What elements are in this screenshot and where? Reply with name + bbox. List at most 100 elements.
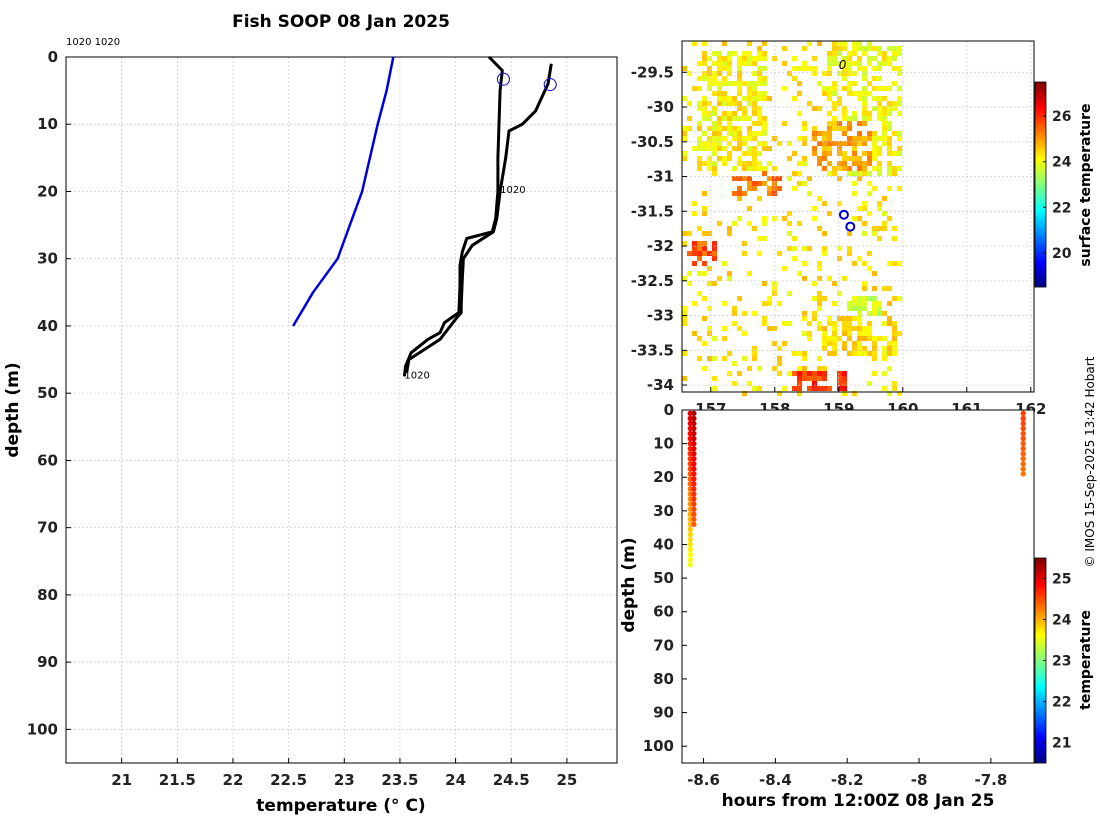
sst-cell bbox=[752, 136, 757, 141]
sst-cell bbox=[837, 386, 842, 391]
sst-cell bbox=[687, 251, 692, 256]
section-cast-2-point bbox=[1020, 430, 1026, 437]
section-colorbar-strip bbox=[1035, 752, 1046, 754]
section-colorbar-strip bbox=[1035, 743, 1046, 745]
section-colorbar-strip bbox=[1035, 588, 1046, 590]
section-y-tick-label: 90 bbox=[653, 704, 674, 722]
map-colorbar-strip bbox=[1035, 228, 1046, 230]
map-colorbar-strip bbox=[1035, 236, 1046, 238]
sst-cell bbox=[832, 321, 837, 326]
sst-cell bbox=[827, 66, 832, 71]
sst-cell bbox=[842, 166, 847, 171]
sst-cell bbox=[862, 336, 867, 341]
map-colorbar-strip bbox=[1035, 165, 1046, 167]
section-colorbar-strip bbox=[1035, 593, 1046, 595]
section-colorbar-strip bbox=[1035, 733, 1046, 735]
sst-cell bbox=[797, 161, 802, 166]
map-colorbar-strip bbox=[1035, 225, 1046, 227]
sst-cell bbox=[757, 161, 762, 166]
sst-cell bbox=[842, 116, 847, 121]
sst-cell bbox=[852, 351, 857, 356]
sst-cell bbox=[887, 301, 892, 306]
section-colorbar-strip bbox=[1035, 629, 1046, 631]
sst-cell bbox=[867, 136, 872, 141]
profile-marker-0 bbox=[496, 72, 510, 86]
map-panel: 157 158 159 160 161 162-29.5-30-30.5-31-31.5-… bbox=[631, 40, 1072, 418]
sst-cell bbox=[752, 86, 757, 91]
sst-cell bbox=[727, 156, 732, 161]
profile-x-label: temperature (° C) bbox=[256, 796, 425, 816]
credit-text: © IMOS 15-Sep-2025 13:42 Hobart bbox=[1083, 356, 1097, 567]
sst-cell bbox=[892, 226, 897, 231]
map-colorbar-strip bbox=[1035, 87, 1046, 89]
map-colorbar-strip bbox=[1035, 257, 1046, 259]
map-colorbar-strip bbox=[1035, 127, 1046, 129]
sst-cell bbox=[712, 246, 717, 251]
sst-cell bbox=[752, 386, 757, 391]
section-colorbar-strip bbox=[1035, 707, 1046, 709]
sst-cell bbox=[822, 336, 827, 341]
section-colorbar-strip bbox=[1035, 636, 1046, 638]
sst-cell bbox=[852, 306, 857, 311]
sst-cell bbox=[757, 81, 762, 86]
sst-cell bbox=[827, 316, 832, 321]
map-colorbar-strip bbox=[1035, 242, 1046, 244]
sst-cell bbox=[862, 91, 867, 96]
map-colorbar-strip bbox=[1035, 142, 1046, 144]
sst-cell bbox=[822, 131, 827, 136]
sst-cell bbox=[872, 296, 877, 301]
sst-cell bbox=[887, 161, 892, 166]
sst-cell bbox=[797, 111, 802, 116]
sst-cell bbox=[857, 121, 862, 126]
sst-cell bbox=[877, 226, 882, 231]
sst-cell bbox=[742, 176, 747, 181]
profile-x-tick-label: 24 bbox=[445, 771, 466, 789]
section-cast-1-point bbox=[691, 516, 697, 522]
sst-cell bbox=[702, 116, 707, 121]
section-colorbar-strip bbox=[1035, 559, 1046, 561]
section-colorbar-strip bbox=[1035, 594, 1046, 596]
map-colorbar-strip bbox=[1035, 173, 1046, 175]
map-colorbar-strip bbox=[1035, 139, 1046, 141]
sst-cell bbox=[837, 176, 842, 181]
sst-cell bbox=[762, 131, 767, 136]
sst-cell bbox=[837, 246, 842, 251]
map-colorbar-strip bbox=[1035, 160, 1046, 162]
section-colorbar-strip bbox=[1035, 725, 1046, 727]
sst-cell bbox=[732, 311, 737, 316]
map-colorbar-strip bbox=[1035, 229, 1046, 231]
sst-cell bbox=[837, 381, 842, 386]
map-colorbar-strip bbox=[1035, 93, 1046, 95]
sst-cell bbox=[872, 136, 877, 141]
map-colorbar-strip bbox=[1035, 270, 1046, 272]
sst-cell bbox=[727, 56, 732, 61]
sst-cell bbox=[897, 136, 902, 141]
map-colorbar-strip bbox=[1035, 255, 1046, 257]
sst-cell bbox=[832, 346, 837, 351]
sst-cell bbox=[882, 131, 887, 136]
sst-cell bbox=[892, 81, 897, 86]
section-colorbar-strip bbox=[1035, 620, 1046, 622]
section-colorbar-strip bbox=[1035, 573, 1046, 575]
sst-cell bbox=[737, 146, 742, 151]
sst-cell bbox=[872, 351, 877, 356]
section-colorbar-strip bbox=[1035, 600, 1046, 602]
section-colorbar-strip bbox=[1035, 633, 1046, 635]
sst-cell bbox=[692, 246, 697, 251]
sst-cell bbox=[807, 191, 812, 196]
section-colorbar-strip bbox=[1035, 686, 1046, 688]
sst-cell bbox=[712, 171, 717, 176]
sst-cell bbox=[832, 121, 837, 126]
sst-cell bbox=[842, 371, 847, 376]
map-colorbar-strip bbox=[1035, 94, 1046, 96]
section-colorbar-strip bbox=[1035, 704, 1046, 706]
sst-cell bbox=[877, 161, 882, 166]
sst-cell bbox=[727, 151, 732, 156]
section-cast-2-point bbox=[1020, 435, 1026, 442]
sst-cell bbox=[892, 51, 897, 56]
section-colorbar-strip bbox=[1035, 746, 1046, 748]
section-cast-1-point bbox=[691, 445, 697, 452]
sst-cell bbox=[802, 66, 807, 71]
sst-cell bbox=[747, 101, 752, 106]
section-colorbar-strip bbox=[1035, 587, 1046, 589]
